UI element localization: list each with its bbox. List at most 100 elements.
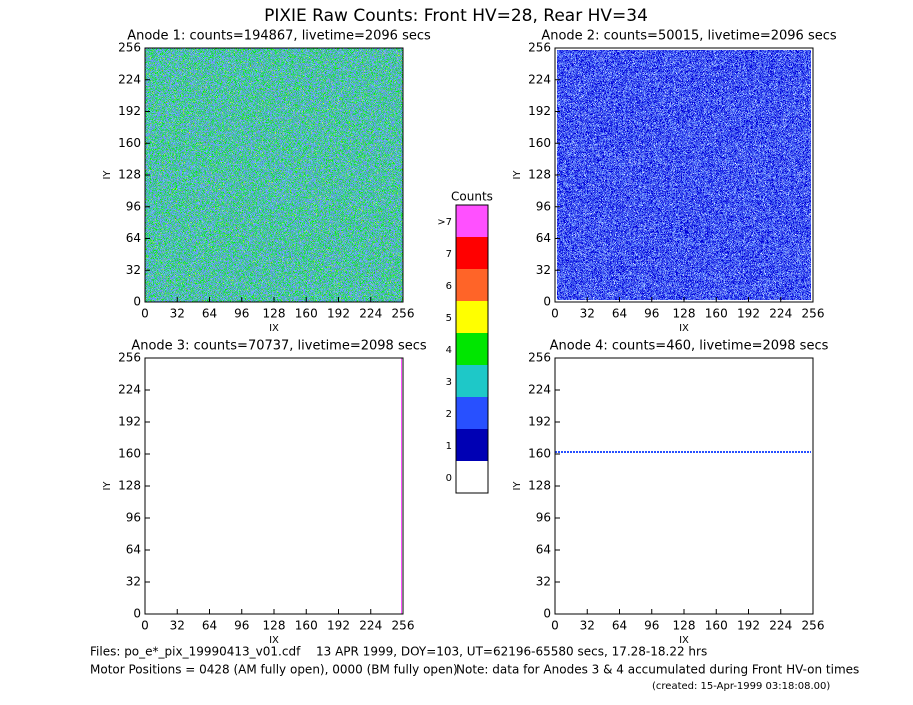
colorbar-label: 2 — [446, 409, 452, 420]
colorbar-label: 6 — [446, 281, 452, 292]
x-tick-label: 128 — [673, 619, 696, 633]
y-tick-label: 256 — [118, 351, 141, 365]
footer-motor: Motor Positions = 0428 (AM fully open), … — [90, 663, 458, 677]
footer-files: Files: po_e*_pix_19990413_v01.cdf — [90, 645, 301, 659]
x-tick-label: 0 — [141, 619, 149, 633]
y-tick-label: 96 — [536, 199, 551, 213]
colorbar-label: 4 — [446, 345, 452, 356]
y-tick-label: 96 — [126, 199, 141, 213]
y-tick-label: 128 — [118, 168, 141, 182]
colorbar-cell — [456, 333, 488, 365]
y-tick-label: 0 — [133, 295, 141, 309]
panel-title: Anode 4: counts=460, livetime=2098 secs — [550, 339, 829, 354]
y-tick-label: 0 — [543, 295, 551, 309]
y-tick-label: 64 — [126, 231, 141, 245]
y-axis-label: IY — [512, 481, 523, 491]
y-tick-label: 64 — [536, 231, 551, 245]
colorbar-title: Counts — [451, 190, 493, 204]
x-tick-label: 96 — [234, 307, 249, 321]
y-tick-label: 160 — [528, 447, 551, 461]
x-tick-label: 160 — [295, 307, 318, 321]
x-tick-label: 192 — [327, 307, 350, 321]
y-tick-label: 160 — [118, 447, 141, 461]
colorbar-cell — [456, 269, 488, 301]
panel-title: Anode 2: counts=50015, livetime=2096 sec… — [541, 29, 837, 44]
y-tick-label: 192 — [528, 415, 551, 429]
y-tick-label: 256 — [528, 351, 551, 365]
colorbar-cell — [456, 397, 488, 429]
y-tick-label: 96 — [126, 511, 141, 525]
x-tick-label: 256 — [392, 619, 415, 633]
x-tick-label: 32 — [170, 307, 185, 321]
colorbar-cell — [456, 237, 488, 269]
x-tick-label: 160 — [705, 619, 728, 633]
y-tick-label: 32 — [536, 575, 551, 589]
y-tick-label: 128 — [528, 168, 551, 182]
x-tick-label: 32 — [580, 619, 595, 633]
x-tick-label: 96 — [644, 619, 659, 633]
colorbar-frame — [455, 204, 489, 494]
x-tick-label: 256 — [802, 619, 825, 633]
y-tick-label: 32 — [126, 263, 141, 277]
colorbar-label: 0 — [446, 473, 452, 484]
footer-created: (created: 15-Apr-1999 03:18:08.00) — [652, 681, 830, 692]
footer-date: 13 APR 1999, DOY=103, UT=62196-65580 sec… — [316, 645, 707, 659]
colorbar-cell — [456, 429, 488, 461]
x-tick-label: 0 — [551, 619, 559, 633]
x-tick-label: 192 — [737, 619, 760, 633]
x-tick-label: 64 — [612, 307, 627, 321]
x-tick-label: 224 — [359, 619, 382, 633]
x-tick-label: 64 — [612, 619, 627, 633]
y-tick-label: 160 — [528, 136, 551, 150]
page-title: PIXIE Raw Counts: Front HV=28, Rear HV=3… — [264, 6, 648, 26]
x-tick-label: 0 — [141, 307, 149, 321]
x-tick-label: 32 — [580, 307, 595, 321]
y-tick-label: 128 — [528, 479, 551, 493]
colorbar-label: 5 — [446, 313, 452, 324]
y-tick-label: 192 — [118, 415, 141, 429]
x-tick-label: 128 — [263, 307, 286, 321]
y-tick-label: 224 — [528, 72, 551, 86]
y-axis-label: IY — [102, 170, 113, 180]
x-tick-label: 224 — [769, 307, 792, 321]
y-tick-label: 32 — [126, 575, 141, 589]
y-tick-label: 256 — [118, 41, 141, 55]
y-tick-label: 224 — [118, 72, 141, 86]
colorbar-label: 7 — [446, 249, 452, 260]
y-tick-label: 64 — [126, 543, 141, 557]
x-tick-label: 224 — [769, 619, 792, 633]
x-tick-label: 96 — [234, 619, 249, 633]
x-tick-label: 160 — [295, 619, 318, 633]
x-tick-label: 160 — [705, 307, 728, 321]
x-tick-label: 96 — [644, 307, 659, 321]
colorbar-label: >7 — [437, 217, 452, 228]
pixel-image — [557, 50, 811, 300]
x-tick-label: 192 — [327, 619, 350, 633]
colorbar-cell — [456, 205, 488, 237]
x-axis-label: IX — [269, 323, 279, 334]
panel-title: Anode 1: counts=194867, livetime=2096 se… — [127, 29, 431, 44]
colorbar-cell — [456, 301, 488, 333]
y-axis-label: IY — [102, 481, 113, 491]
y-tick-label: 192 — [528, 104, 551, 118]
x-tick-label: 224 — [359, 307, 382, 321]
colorbar-label: 1 — [446, 441, 452, 452]
x-tick-label: 64 — [202, 619, 217, 633]
y-tick-label: 128 — [118, 479, 141, 493]
plot-frame — [144, 357, 404, 615]
footer-note: Note: data for Anodes 3 & 4 accumulated … — [456, 663, 859, 677]
x-tick-label: 128 — [673, 307, 696, 321]
y-tick-label: 256 — [528, 41, 551, 55]
x-axis-label: IX — [269, 635, 279, 646]
x-tick-label: 128 — [263, 619, 286, 633]
x-axis-label: IX — [679, 635, 689, 646]
y-tick-label: 192 — [118, 104, 141, 118]
y-tick-label: 160 — [118, 136, 141, 150]
y-axis-label: IY — [512, 170, 523, 180]
y-tick-label: 0 — [543, 607, 551, 621]
x-tick-label: 64 — [202, 307, 217, 321]
x-tick-label: 256 — [802, 307, 825, 321]
y-tick-label: 224 — [118, 383, 141, 397]
x-tick-label: 32 — [170, 619, 185, 633]
